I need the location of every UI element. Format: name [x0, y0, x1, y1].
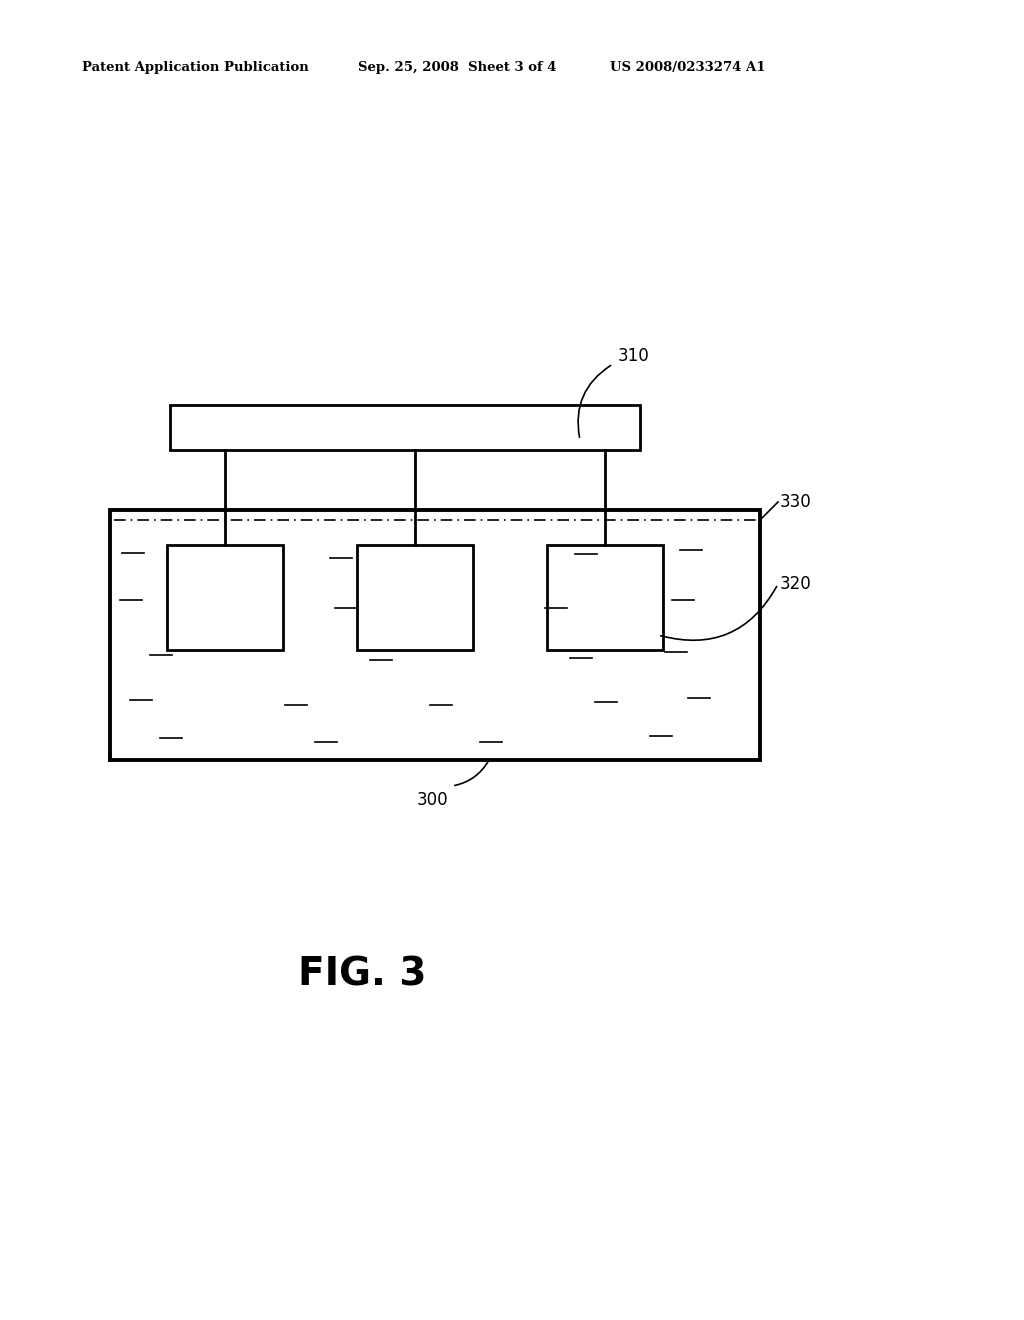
Text: 300: 300 [416, 791, 447, 809]
Text: FIG. 3: FIG. 3 [298, 956, 427, 994]
Bar [547, 545, 663, 649]
Bar [110, 510, 760, 760]
Text: US 2008/0233274 A1: US 2008/0233274 A1 [610, 62, 766, 74]
Bar [167, 545, 283, 649]
Text: Patent Application Publication: Patent Application Publication [82, 62, 309, 74]
Bar [357, 545, 473, 649]
Text: 310: 310 [618, 347, 650, 366]
Text: 320: 320 [780, 576, 812, 593]
Text: 330: 330 [780, 492, 812, 511]
Bar [170, 405, 640, 450]
Text: Sep. 25, 2008  Sheet 3 of 4: Sep. 25, 2008 Sheet 3 of 4 [358, 62, 556, 74]
